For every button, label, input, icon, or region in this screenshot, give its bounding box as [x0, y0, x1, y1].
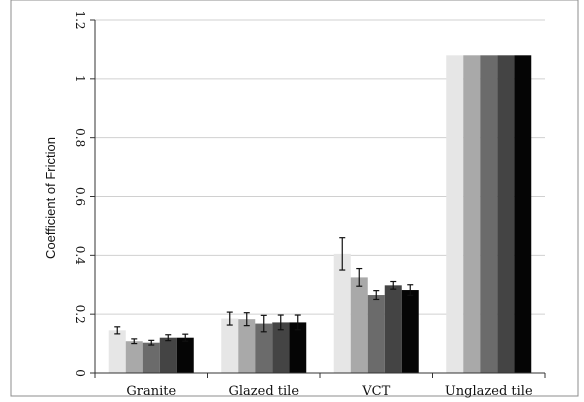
- bar: [384, 285, 402, 373]
- x-tick-label: Granite: [126, 384, 176, 398]
- bar: [497, 55, 515, 374]
- bar: [176, 337, 194, 373]
- bar: [463, 55, 481, 374]
- bar: [350, 277, 368, 373]
- bar: [514, 55, 532, 374]
- tick-labels: 0 0.2 0.4 0.6 0.8 1 1.2 Granite Glazed tile VCT Un…: [73, 10, 533, 399]
- bar: [108, 330, 126, 373]
- bar: [333, 253, 351, 373]
- y-tick-label: 0.8: [73, 128, 87, 147]
- axes: [90, 19, 546, 378]
- x-tick-label: Unglazed tile: [445, 384, 533, 398]
- x-tick-label: Glazed tile: [228, 384, 299, 398]
- bar: [142, 342, 160, 373]
- bar: [238, 319, 256, 373]
- y-tick-label: 1.2: [73, 10, 87, 29]
- y-tick-label: 0.4: [73, 246, 87, 265]
- y-tick-label: 0: [73, 369, 87, 377]
- x-tick-label: VCT: [361, 384, 390, 398]
- y-tick-label: 0.6: [73, 187, 87, 206]
- bar: [159, 337, 177, 373]
- bar: [446, 55, 464, 374]
- y-tick-label: 0.2: [73, 305, 87, 324]
- y-axis-label: Coefficient of Friction: [43, 137, 58, 259]
- bar: [125, 341, 143, 373]
- error-bars: [114, 237, 414, 346]
- bar: [367, 295, 385, 373]
- y-tick-label: 1: [73, 75, 87, 83]
- bar: [272, 322, 290, 373]
- bar: [401, 290, 419, 373]
- bar: [480, 55, 498, 374]
- bar: [221, 318, 239, 373]
- bar: [255, 323, 273, 373]
- bars: [108, 55, 532, 374]
- bar: [289, 322, 307, 373]
